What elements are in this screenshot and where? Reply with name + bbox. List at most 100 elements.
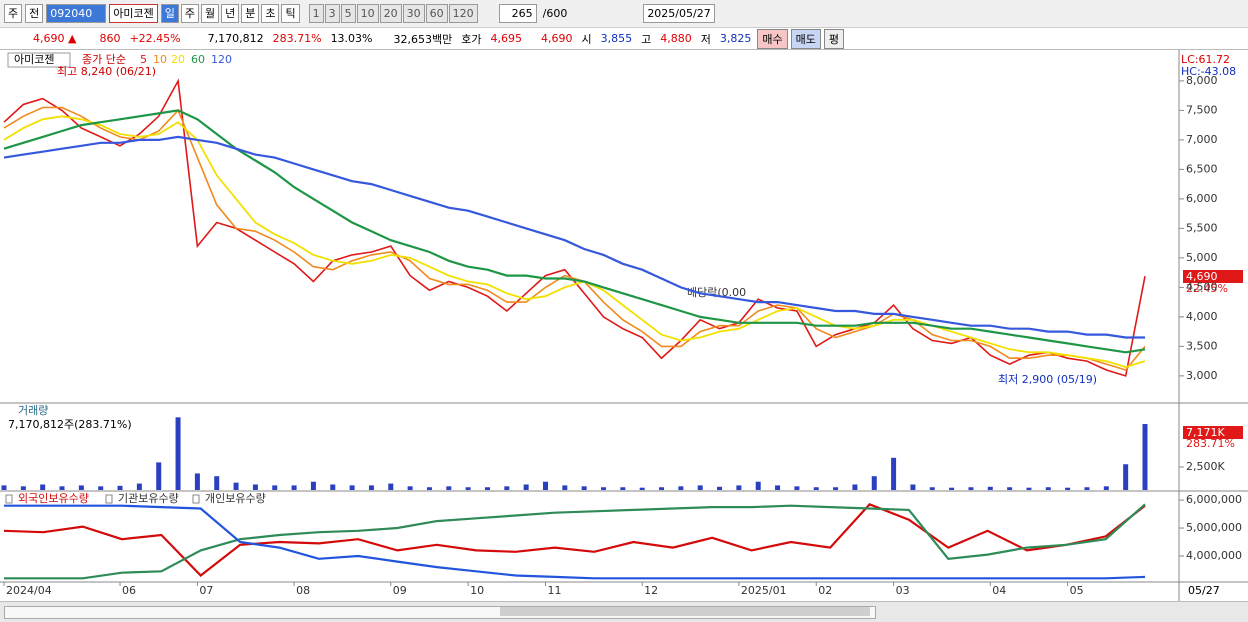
eval-button[interactable]: 평 <box>823 28 844 49</box>
volume-bar <box>214 476 220 490</box>
volume-bar <box>78 485 84 490</box>
volume-bar <box>156 462 162 490</box>
legend-box <box>5 494 13 504</box>
code-input[interactable]: 092040 <box>46 4 107 23</box>
volume-bar <box>1 485 7 490</box>
period-button[interactable]: 틱 <box>281 4 300 23</box>
volume-bar <box>484 487 490 490</box>
y-tick-label: 6,000,000 <box>1186 493 1242 506</box>
volume-bar <box>929 487 935 490</box>
legend-entry: 개인보유수량 <box>205 492 266 505</box>
interval-button[interactable]: 60 <box>425 4 448 23</box>
x-tick-label: 07 <box>199 584 213 597</box>
buy-button[interactable]: 매수 <box>757 28 788 49</box>
series-line <box>3 78 1146 377</box>
last-volume: 7,171K <box>1186 426 1225 439</box>
legend-entry: 기관보유수량 <box>118 492 179 505</box>
y-tick-label: 8,000 <box>1186 74 1218 87</box>
volume-bar <box>349 485 355 490</box>
volume-bar <box>813 487 819 490</box>
volume-bar <box>736 485 742 490</box>
volume-bar <box>775 485 781 490</box>
scroll-bar[interactable] <box>0 601 1248 622</box>
series-line <box>3 109 1146 354</box>
stock-name[interactable]: 아미코젠 <box>109 4 158 23</box>
sell-button[interactable]: 매도 <box>790 28 821 49</box>
series-line <box>3 135 1145 339</box>
volume-rate: 283.71% <box>272 32 322 45</box>
last-price: 4,690 <box>1186 270 1218 283</box>
amount: 32,653백만 <box>393 32 453 46</box>
date-input[interactable]: 2025/05/27 <box>643 4 715 23</box>
legend-entry: 5 <box>140 53 147 66</box>
tab[interactable]: 전 <box>25 4 44 23</box>
last-rate: 22.45% <box>1186 282 1228 295</box>
volume-bar <box>659 487 665 490</box>
volume-bar <box>175 417 181 490</box>
y-tick-label: 7,000 <box>1186 133 1218 146</box>
volume-bar <box>117 485 123 490</box>
y-tick-label: 6,500 <box>1186 162 1218 175</box>
high-label: 고 <box>641 32 652 46</box>
high-note: 최고 8,240 (06/21) <box>57 65 156 78</box>
x-tick-label: 06 <box>122 584 136 597</box>
volume-bar <box>1123 464 1129 490</box>
volume-bar <box>620 487 626 490</box>
period-button[interactable]: 년 <box>221 4 240 23</box>
volume-bar <box>581 486 587 490</box>
legend-prefix: 종가 단순 <box>82 53 126 66</box>
volume-bar <box>504 486 510 490</box>
volume-bar <box>233 482 239 490</box>
interval-button[interactable]: 1 <box>308 4 324 23</box>
volume-bar <box>697 485 703 490</box>
price-tag <box>1183 270 1243 283</box>
interval-button[interactable]: 120 <box>448 4 478 23</box>
volume-bar <box>194 473 200 490</box>
y-tick-label: 3,000 <box>1186 369 1218 382</box>
tab[interactable]: 주 <box>4 4 23 23</box>
y-tick-label: 4,000 <box>1186 310 1218 323</box>
interval-button[interactable]: 5 <box>340 4 356 23</box>
volume-bar <box>98 486 104 490</box>
count-max: /600 <box>542 7 568 20</box>
period-button[interactable]: 분 <box>241 4 260 23</box>
volume-bar <box>1007 487 1013 490</box>
ask: 4,695 <box>490 32 523 45</box>
volume-bar <box>1084 487 1090 490</box>
period-button[interactable]: 초 <box>261 4 280 23</box>
volume-bar <box>987 486 993 490</box>
legend-entry: 60 <box>191 53 205 66</box>
series-line <box>3 502 1146 577</box>
count-input[interactable]: 265 <box>498 4 537 23</box>
interval-button[interactable]: 30 <box>402 4 425 23</box>
volume-bar <box>1026 487 1032 490</box>
interval-button[interactable]: 10 <box>356 4 379 23</box>
open: 3,855 <box>600 32 633 45</box>
volume-bar <box>446 486 452 490</box>
scroll-thumb[interactable] <box>500 607 870 616</box>
volume-bar <box>562 485 568 490</box>
series-line <box>3 115 1146 368</box>
volume-bar <box>59 486 65 490</box>
hc-label: HC:-43.08 <box>1181 65 1236 78</box>
volume-bar <box>523 484 529 490</box>
period-button[interactable]: 일 <box>160 4 179 23</box>
x-tick-label: 12 <box>644 584 658 597</box>
period-button[interactable]: 월 <box>200 4 220 23</box>
interval-button[interactable]: 20 <box>379 4 402 23</box>
pane-title-box <box>7 52 71 68</box>
bid-label: 호가 <box>461 32 482 46</box>
low-note: 최저 2,900 (05/19) <box>998 373 1097 386</box>
legend-entry: 20 <box>171 53 185 66</box>
y-tick-label: 5,000,000 <box>1186 521 1242 534</box>
volume-bar <box>755 481 761 490</box>
period-button[interactable]: 주 <box>180 4 199 23</box>
y-tick-label: 2,500K <box>1186 460 1225 473</box>
volume-bar <box>330 484 336 490</box>
interval-button[interactable]: 3 <box>324 4 340 23</box>
volume-bar <box>368 485 374 490</box>
bid: 4,690 <box>541 32 573 45</box>
x-tick-label: 02 <box>818 584 832 597</box>
